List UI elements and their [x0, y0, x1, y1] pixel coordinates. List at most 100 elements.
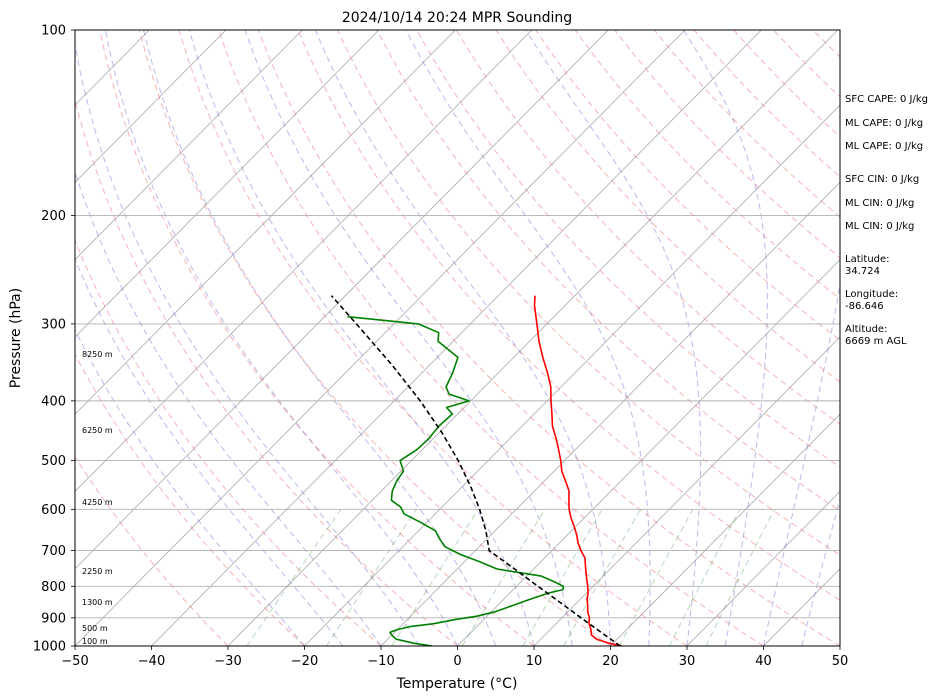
moist-adiabat-line	[75, 170, 382, 646]
temperature-profile-line	[533, 295, 623, 646]
mixing-ratio-line	[668, 509, 741, 646]
info-text: 6669 m AGL	[845, 336, 907, 347]
altitude-label: 2250 m	[82, 567, 113, 576]
dry-adiabat-line	[297, 30, 840, 601]
x-tick-label: 0	[453, 654, 461, 669]
moist-adiabat-line	[75, 41, 420, 646]
moist-adiabat-line	[683, 30, 768, 646]
x-tick-label: 40	[755, 654, 772, 669]
info-text: 34.724	[845, 266, 880, 277]
moist-adiabat-line	[104, 30, 458, 646]
altitude-label: 100 m	[82, 637, 108, 646]
x-axis-label: Temperature (°C)	[396, 676, 518, 692]
mixing-ratio-line	[522, 509, 603, 646]
background-lines	[75, 30, 840, 646]
isotherm-line	[686, 490, 840, 646]
dry-adiabat-line	[336, 30, 840, 556]
moist-adiabat-line	[525, 30, 702, 646]
x-axis-ticks: −50 −40 −30 −20 −10 0 10 20 30 40 50	[61, 646, 848, 669]
info-text: ML CAPE: 0 J/kg	[845, 141, 923, 152]
dry-adiabat-line	[75, 98, 458, 646]
altitude-label: 500 m	[82, 624, 108, 633]
isotherm-line	[304, 104, 840, 646]
y-tick-label: 600	[41, 503, 66, 518]
isotherm-line	[380, 181, 840, 646]
y-tick-label: 400	[41, 394, 66, 409]
isotherm-line	[75, 30, 303, 261]
y-axis-ticks: 100 200 300 400 500 600 700 800 900 1000	[33, 24, 75, 655]
info-text: Altitude:	[845, 324, 887, 335]
info-text: Longitude:	[845, 289, 898, 300]
x-tick-label: −30	[214, 654, 241, 669]
isotherm-line	[227, 30, 839, 646]
profile-lines	[330, 295, 623, 646]
isotherm-line	[75, 30, 227, 183]
sounding-info-panel: SFC CAPE: 0 J/kg ML CAPE: 0 J/kg ML CAPE: …	[845, 94, 928, 347]
x-tick-label: 10	[526, 654, 543, 669]
pressure-gridlines	[75, 30, 840, 646]
isotherm-line	[610, 413, 840, 646]
y-tick-label: 700	[41, 544, 66, 559]
isotherm-line	[75, 30, 609, 570]
info-text: ML CAPE: 0 J/kg	[845, 118, 923, 129]
x-tick-label: −50	[61, 654, 88, 669]
mixing-ratio-line	[563, 509, 641, 646]
dry-adiabat-line	[574, 30, 840, 300]
isotherm-line	[75, 30, 456, 415]
dry-adiabat-line	[218, 30, 764, 646]
info-text: SFC CIN: 0 J/kg	[845, 174, 919, 185]
moist-adiabat-line	[801, 497, 840, 646]
info-text: -86.646	[845, 301, 884, 312]
mixing-ratio-line	[618, 509, 694, 646]
chart-title: 2024/10/14 20:24 MPR Sounding	[342, 10, 572, 26]
dry-adiabat-line	[178, 30, 688, 646]
y-tick-label: 200	[41, 209, 66, 224]
isotherm-line	[151, 30, 762, 646]
dry-adiabat-line	[535, 30, 840, 341]
y-tick-label: 300	[41, 317, 66, 332]
y-axis-label: Pressure (hPa)	[8, 288, 24, 388]
info-text: ML CIN: 0 J/kg	[845, 198, 914, 209]
moist-adiabat-line	[314, 30, 612, 646]
info-text: ML CIN: 0 J/kg	[845, 221, 914, 232]
moist-adiabat-line	[143, 30, 497, 646]
moist-adiabat-line	[405, 30, 651, 646]
y-tick-label: 500	[41, 454, 66, 469]
altitude-label: 1300 m	[82, 598, 113, 607]
isotherm-line	[75, 30, 380, 338]
altitude-labels: 8250 m 6250 m 4250 m 2250 m 1300 m 500 m 100 m	[82, 350, 113, 646]
mixing-ratio-line	[461, 509, 546, 646]
altitude-label: 4250 m	[82, 498, 113, 507]
dry-adiabat-line	[376, 30, 840, 512]
y-tick-label: 900	[41, 611, 66, 626]
dry-adiabat-line	[138, 30, 611, 646]
x-tick-label: −40	[138, 654, 165, 669]
y-tick-label: 800	[41, 580, 66, 595]
isotherm-line	[75, 30, 533, 493]
isotherm-line	[533, 336, 840, 646]
mixing-ratio-line	[705, 509, 775, 646]
y-tick-label: 1000	[33, 640, 66, 655]
dry-adiabat-line	[257, 30, 840, 646]
dry-adiabat-line	[495, 30, 840, 383]
x-tick-label: −20	[291, 654, 318, 669]
dry-adiabat-line	[99, 30, 535, 646]
isotherm-line	[457, 259, 840, 646]
x-tick-label: 20	[602, 654, 619, 669]
x-tick-label: 50	[832, 654, 849, 669]
parcel-path-line	[330, 295, 621, 646]
isotherm-line	[75, 30, 686, 646]
moist-adiabat-line	[75, 257, 344, 646]
info-text: SFC CAPE: 0 J/kg	[845, 94, 928, 105]
altitude-label: 8250 m	[82, 350, 113, 359]
dewpoint-profile-line	[347, 315, 565, 646]
dry-adiabat-line	[75, 353, 305, 646]
moist-adiabat-line	[244, 30, 573, 646]
altitude-label: 6250 m	[82, 426, 113, 435]
moist-adiabat-line	[762, 281, 840, 646]
dry-adiabat-line	[75, 239, 382, 646]
info-text: Latitude:	[845, 254, 890, 265]
x-tick-label: −10	[367, 654, 394, 669]
x-tick-label: 30	[679, 654, 696, 669]
